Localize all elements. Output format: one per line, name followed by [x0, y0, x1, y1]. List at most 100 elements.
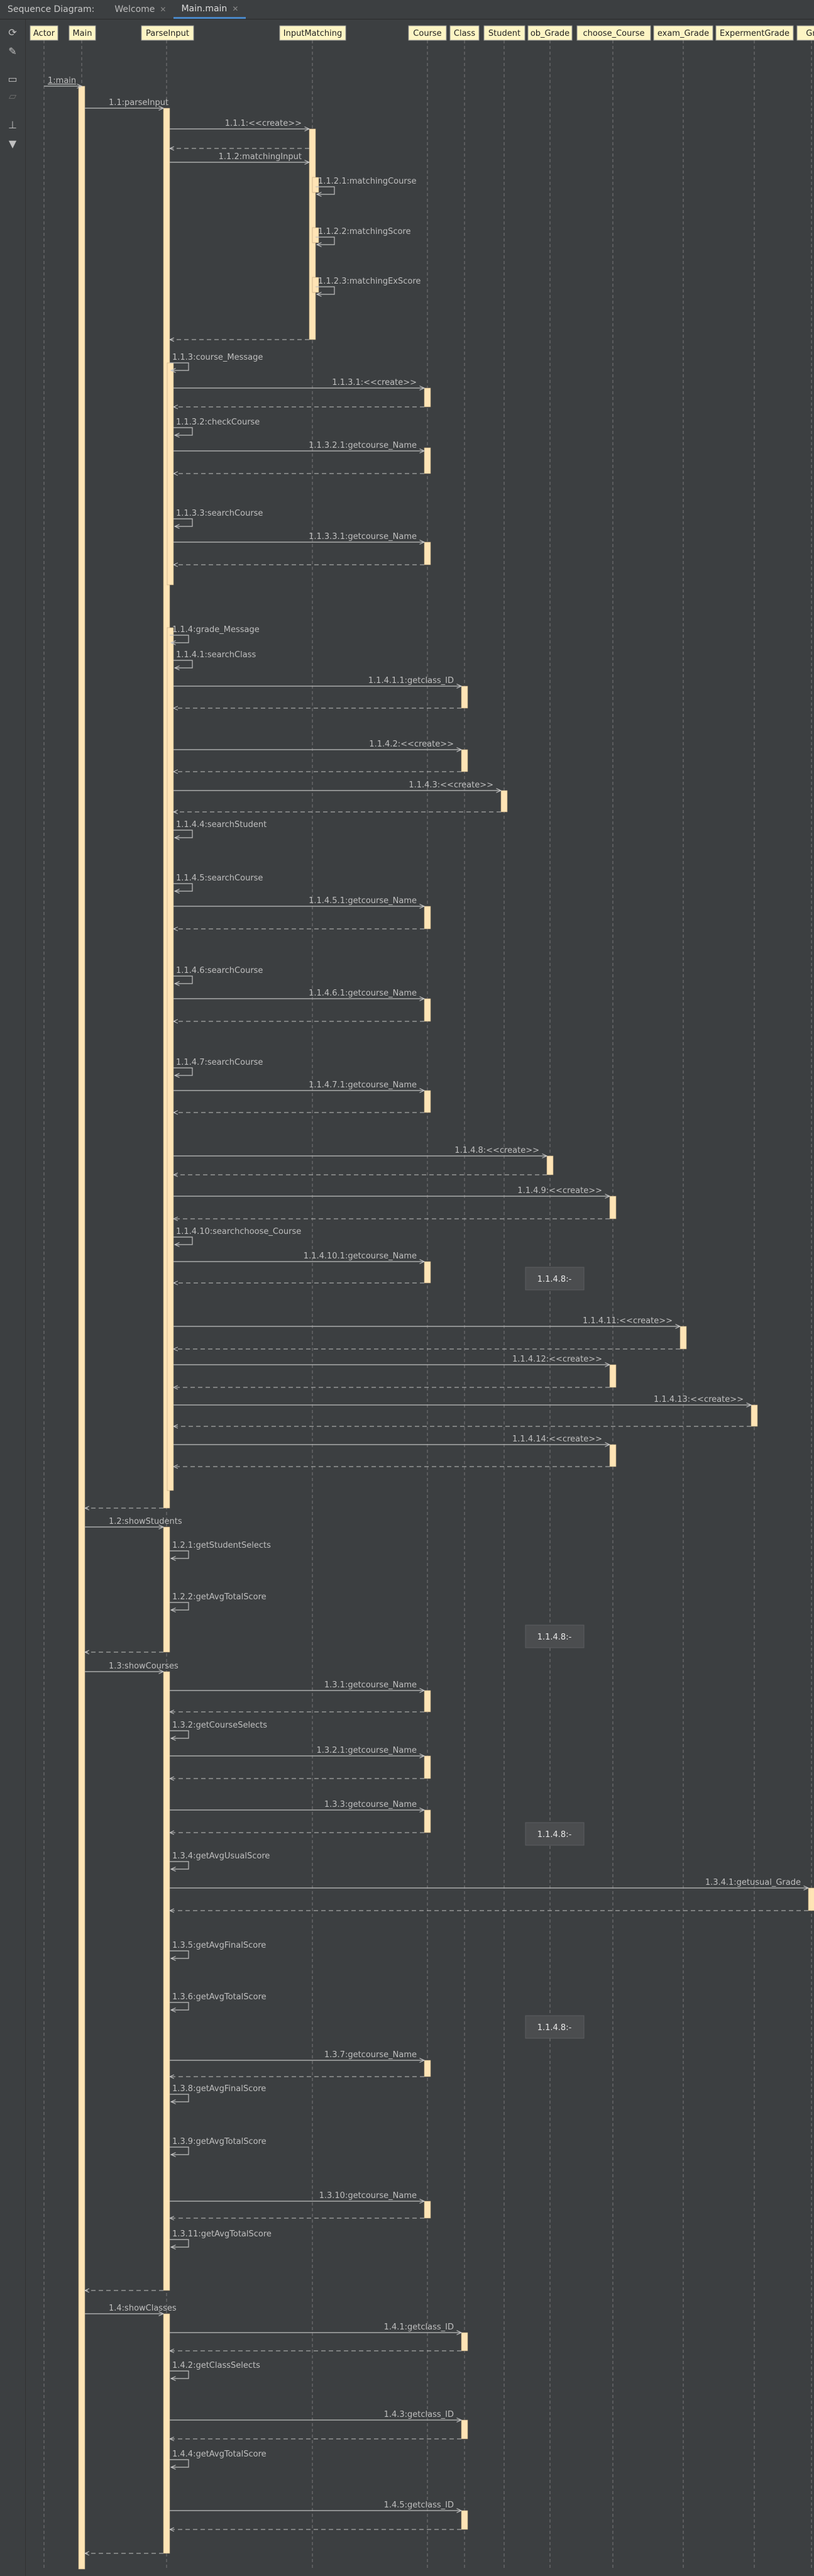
self-message-arrow[interactable] [170, 1950, 189, 1958]
message-label[interactable]: 1.1.4.5:searchCourse [176, 874, 263, 883]
message-label[interactable]: 1.3.2.1:getcourse_Name [316, 1746, 417, 1755]
participant-exam-box[interactable] [653, 25, 713, 41]
message-label[interactable]: 1.1.4.6.1:getcourse_Name [309, 989, 417, 998]
message-label[interactable]: 1.1.2:matchingInput [219, 152, 302, 162]
message-label[interactable]: 1.3.3:getcourse_Name [324, 1800, 417, 1809]
fragment-note[interactable] [525, 2015, 585, 2039]
message-label[interactable]: 1.1.4.1.1:getclass_ID [368, 676, 454, 686]
self-message-arrow[interactable] [173, 1067, 193, 1075]
close-icon[interactable]: ✕ [232, 4, 239, 13]
self-message-arrow[interactable] [170, 1861, 189, 1869]
message-label[interactable]: 1.1.4.5.1:getcourse_Name [309, 896, 417, 906]
message-label[interactable]: 1.1.4.3:<<create>> [409, 780, 493, 790]
self-message-arrow[interactable] [316, 186, 335, 194]
self-message-arrow[interactable] [173, 660, 193, 668]
message-label[interactable]: 1.3.10:getcourse_Name [319, 2191, 417, 2201]
tab-welcome[interactable]: Welcome ✕ [107, 0, 173, 19]
message-label[interactable]: 1.3.4.1:getusual_Grade [705, 1878, 801, 1887]
message-label[interactable]: 1.3.2:getCourseSelects [172, 1721, 267, 1730]
message-label[interactable]: 1.1.4.12:<<create>> [512, 1355, 602, 1364]
message-label[interactable]: 1.1.4.10.1:getcourse_Name [304, 1252, 417, 1261]
tab-main-main[interactable]: Main.main ✕ [173, 0, 246, 19]
filter-icon[interactable]: ▼ [8, 138, 17, 150]
self-message-arrow[interactable] [170, 362, 189, 370]
message-label[interactable]: 1.3.8:getAvgFinalScore [172, 2084, 266, 2094]
self-message-arrow[interactable] [170, 2146, 189, 2155]
self-message-arrow[interactable] [173, 427, 193, 435]
message-label[interactable]: 1.1.3.1:<<create>> [332, 378, 417, 387]
participant-gra-box[interactable] [796, 25, 814, 41]
message-label[interactable]: 1.1.4.11:<<create>> [583, 1316, 673, 1326]
message-label[interactable]: 1.1.4.4:searchStudent [176, 820, 267, 830]
message-label[interactable]: 1.4.5:getclass_ID [384, 2501, 454, 2510]
message-label[interactable]: 1.4.4:getAvgTotalScore [172, 2450, 267, 2459]
wrench-icon[interactable]: ✎ [8, 45, 17, 57]
message-label[interactable]: 1.4.2:getClassSelects [172, 2361, 260, 2370]
participant-main-box[interactable] [69, 25, 96, 41]
message-label[interactable]: 1.1:parseInput [109, 98, 168, 108]
message-label[interactable]: 1.3.5:getAvgFinalScore [172, 1941, 266, 1950]
message-label[interactable]: 1.1.4.7.1:getcourse_Name [309, 1080, 417, 1090]
participant-student-box[interactable] [483, 25, 525, 41]
participant-exper-box[interactable] [715, 25, 794, 41]
self-message-arrow[interactable] [173, 883, 193, 891]
participant-course-box[interactable] [408, 25, 447, 41]
self-message-arrow[interactable] [170, 1602, 189, 1610]
fragment-note[interactable] [525, 1624, 585, 1648]
message-label[interactable]: 1.1.4.9:<<create>> [517, 1186, 602, 1196]
folder-icon[interactable]: ▱ [8, 90, 17, 102]
self-message-arrow[interactable] [173, 518, 193, 526]
refresh-icon[interactable]: ⟳ [8, 26, 17, 38]
message-label[interactable]: 1.1.4.10:searchchoose_Course [176, 1227, 301, 1236]
message-label[interactable]: 1.1.2.3:matchingExScore [318, 277, 421, 286]
save-icon[interactable]: ▭ [8, 73, 18, 85]
participant-inputm-box[interactable] [279, 25, 346, 41]
message-label[interactable]: 1.3.11:getAvgTotalScore [172, 2229, 272, 2239]
message-label[interactable]: 1.2.1:getStudentSelects [172, 1541, 271, 1550]
message-label[interactable]: 1.2.2:getAvgTotalScore [172, 1592, 267, 1602]
message-label[interactable]: 1.3.9:getAvgTotalScore [172, 2137, 267, 2146]
message-label[interactable]: 1.1.2.2:matchingScore [318, 227, 411, 236]
participant-actor-box[interactable] [30, 25, 58, 41]
export-icon[interactable]: ⊥ [8, 119, 17, 131]
self-message-arrow[interactable] [170, 1550, 189, 1558]
message-label[interactable]: 1.1.4.6:searchCourse [176, 966, 263, 975]
message-label[interactable]: 1.1.4.14:<<create>> [512, 1435, 602, 1444]
message-label[interactable]: 1.2:showStudents [109, 1517, 182, 1526]
self-message-arrow[interactable] [173, 1236, 193, 1245]
message-label[interactable]: 1.1.4:grade_Message [172, 625, 260, 635]
participant-class-box[interactable] [449, 25, 480, 41]
message-label[interactable]: 1.1.2.1:matchingCourse [318, 177, 416, 186]
participant-obgrade-box[interactable] [527, 25, 573, 41]
message-label[interactable]: 1.1.3.2.1:getcourse_Name [309, 441, 417, 450]
message-label[interactable]: 1.1.4.7:searchCourse [176, 1058, 263, 1067]
message-label[interactable]: 1.4:showClasses [109, 2304, 177, 2313]
self-message-arrow[interactable] [173, 830, 193, 838]
self-message-arrow[interactable] [170, 635, 189, 643]
self-message-arrow[interactable] [316, 236, 335, 245]
self-message-arrow[interactable] [173, 975, 193, 984]
self-message-arrow[interactable] [170, 2239, 189, 2247]
message-label[interactable]: 1.3.7:getcourse_Name [324, 2050, 417, 2060]
message-label[interactable]: 1.4.3:getclass_ID [384, 2410, 454, 2419]
message-label[interactable]: 1.1.4.8:<<create>> [454, 1146, 539, 1155]
self-message-arrow[interactable] [316, 286, 335, 294]
close-icon[interactable]: ✕ [160, 5, 167, 14]
message-label[interactable]: 1.1.4.1:searchClass [176, 650, 256, 660]
message-label[interactable]: 1.1.4.13:<<create>> [654, 1395, 744, 1404]
message-label[interactable]: 1.3.6:getAvgTotalScore [172, 1992, 267, 2002]
message-label[interactable]: 1.3.4:getAvgUsualScore [172, 1852, 270, 1861]
self-message-arrow[interactable] [170, 1730, 189, 1738]
fragment-note[interactable] [525, 1267, 585, 1291]
message-label[interactable]: 1:main [48, 76, 76, 86]
self-message-arrow[interactable] [170, 2002, 189, 2010]
fragment-note[interactable] [525, 1822, 585, 1846]
message-label[interactable]: 1.1.3.2:checkCourse [176, 418, 260, 427]
participant-parse-box[interactable] [141, 25, 194, 41]
self-message-arrow[interactable] [170, 2459, 189, 2467]
self-message-arrow[interactable] [170, 2370, 189, 2379]
message-label[interactable]: 1.1.4.2:<<create>> [369, 740, 454, 749]
message-label[interactable]: 1.3:showCourses [109, 1662, 179, 1671]
message-label[interactable]: 1.1.3:course_Message [172, 353, 263, 362]
message-label[interactable]: 1.4.1:getclass_ID [384, 2323, 454, 2332]
